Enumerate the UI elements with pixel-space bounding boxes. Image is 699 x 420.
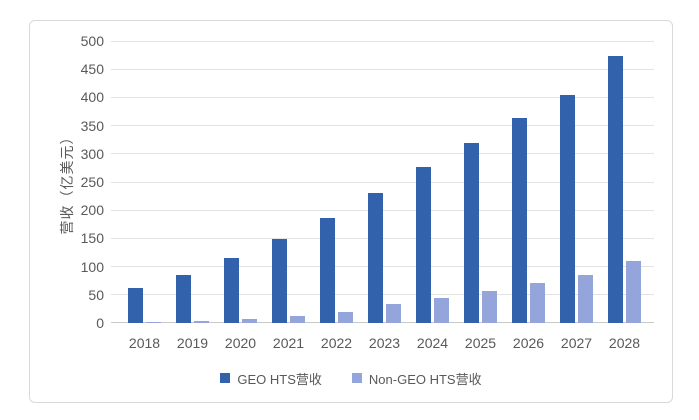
gridline-250 (111, 181, 654, 183)
x-tick-label-2019: 2019 (176, 335, 209, 351)
legend-item-non-geo-hts: Non-GEO HTS营收 (351, 369, 482, 388)
bar-geo-hts-2028 (608, 55, 623, 323)
bar-geo-hts-2026 (512, 117, 527, 323)
gridline-300 (111, 153, 654, 155)
y-tick-label-500: 500 (80, 33, 104, 49)
bar-geo-hts-2022 (320, 218, 335, 323)
bar-non-geo-hts-2024 (434, 297, 449, 323)
legend-label-non-geo-hts: Non-GEO HTS营收 (368, 371, 482, 387)
y-tick-label-250: 250 (80, 174, 104, 190)
gridline-350 (111, 125, 654, 127)
bar-non-geo-hts-2023 (386, 303, 401, 323)
bar-geo-hts-2023 (368, 193, 383, 323)
bar-non-geo-hts-2027 (578, 274, 593, 323)
bar-non-geo-hts-2020 (242, 319, 257, 323)
x-tick-label-2021: 2021 (272, 335, 305, 351)
bar-non-geo-hts-2021 (290, 315, 305, 323)
legend-swatch-geo-hts (220, 373, 231, 383)
legend: GEO HTS营收 Non-GEO HTS营收 (30, 368, 672, 388)
legend-item-geo-hts: GEO HTS营收 (220, 369, 322, 388)
x-tick-label-2027: 2027 (560, 335, 593, 351)
x-tick-label-2022: 2022 (320, 335, 353, 351)
x-tick-label-2024: 2024 (416, 335, 449, 351)
x-tick-label-2028: 2028 (608, 335, 641, 351)
x-tick-label-2018: 2018 (128, 335, 161, 351)
bar-geo-hts-2025 (464, 142, 479, 323)
x-tick-label-2026: 2026 (512, 335, 545, 351)
gridline-500 (111, 40, 654, 42)
bar-geo-hts-2019 (176, 275, 191, 323)
legend-swatch-non-geo-hts (351, 373, 362, 383)
bar-geo-hts-2018 (128, 288, 143, 323)
plot-area (111, 40, 654, 323)
x-tick-label-2020: 2020 (224, 335, 257, 351)
bar-non-geo-hts-2019 (194, 321, 209, 323)
bar-non-geo-hts-2018 (146, 321, 161, 323)
y-tick-label-400: 400 (80, 89, 104, 106)
chart-frame: 营收（亿美元） 0 50 100 150 200 250 300 350 400 450 500 2… (29, 20, 673, 403)
x-tick-label-2025: 2025 (464, 335, 497, 351)
y-tick-label-50: 50 (88, 286, 104, 303)
bar-geo-hts-2020 (224, 257, 239, 323)
y-tick-label-0: 0 (96, 315, 104, 331)
gridline-400 (111, 96, 654, 98)
y-tick-label-150: 150 (80, 230, 104, 247)
bar-non-geo-hts-2028 (626, 260, 641, 323)
bar-geo-hts-2024 (416, 167, 431, 323)
gridline-450 (111, 68, 654, 70)
y-tick-label-300: 300 (80, 145, 104, 162)
bar-geo-hts-2027 (560, 94, 575, 323)
bar-non-geo-hts-2026 (530, 282, 545, 323)
y-tick-label-100: 100 (80, 258, 104, 275)
y-tick-label-200: 200 (80, 202, 104, 219)
bar-non-geo-hts-2025 (482, 290, 497, 323)
legend-label-geo-hts: GEO HTS营收 (237, 371, 322, 387)
x-tick-label-2023: 2023 (368, 335, 401, 351)
y-tick-label-450: 450 (80, 61, 104, 78)
bar-non-geo-hts-2022 (338, 311, 353, 323)
bar-geo-hts-2021 (272, 238, 287, 323)
y-tick-label-350: 350 (80, 117, 104, 134)
